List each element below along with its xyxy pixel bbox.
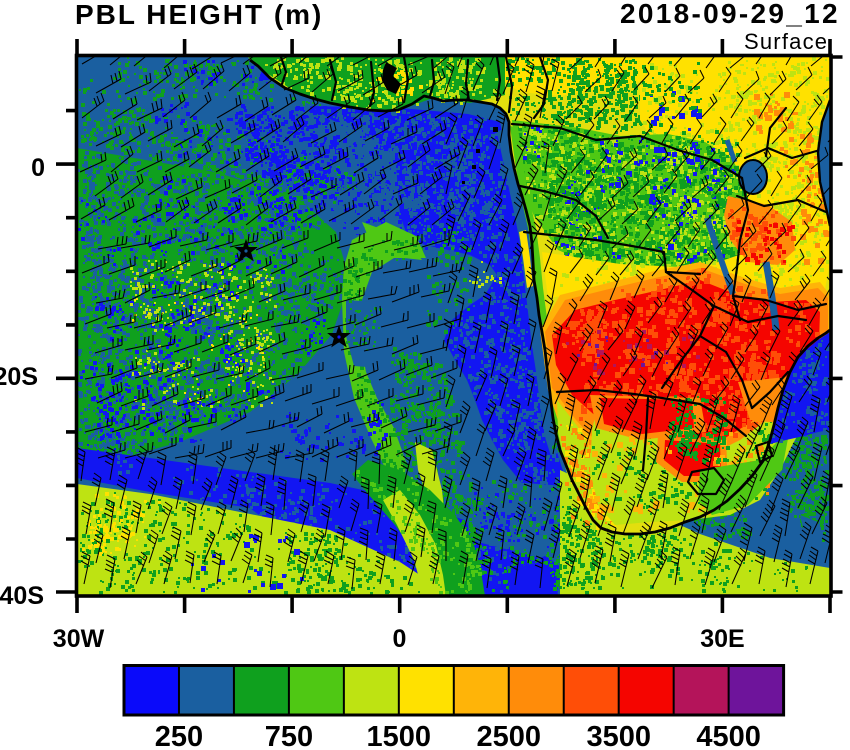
svg-text:750: 750 <box>265 721 313 750</box>
svg-text:1500: 1500 <box>367 721 432 750</box>
svg-text:2018-09-29_12: 2018-09-29_12 <box>620 0 840 29</box>
svg-text:PBL HEIGHT (m): PBL HEIGHT (m) <box>75 0 323 30</box>
svg-text:3500: 3500 <box>586 721 651 750</box>
svg-text:2500: 2500 <box>477 721 542 750</box>
svg-text:40S: 40S <box>0 582 44 610</box>
svg-text:250: 250 <box>155 721 203 750</box>
svg-text:Surface: Surface <box>744 29 828 54</box>
svg-text:0: 0 <box>31 154 45 182</box>
svg-text:30W: 30W <box>53 625 105 653</box>
svg-text:20S: 20S <box>0 363 38 391</box>
svg-text:4500: 4500 <box>696 721 761 750</box>
svg-text:0: 0 <box>393 625 407 653</box>
svg-text:30E: 30E <box>700 625 744 653</box>
